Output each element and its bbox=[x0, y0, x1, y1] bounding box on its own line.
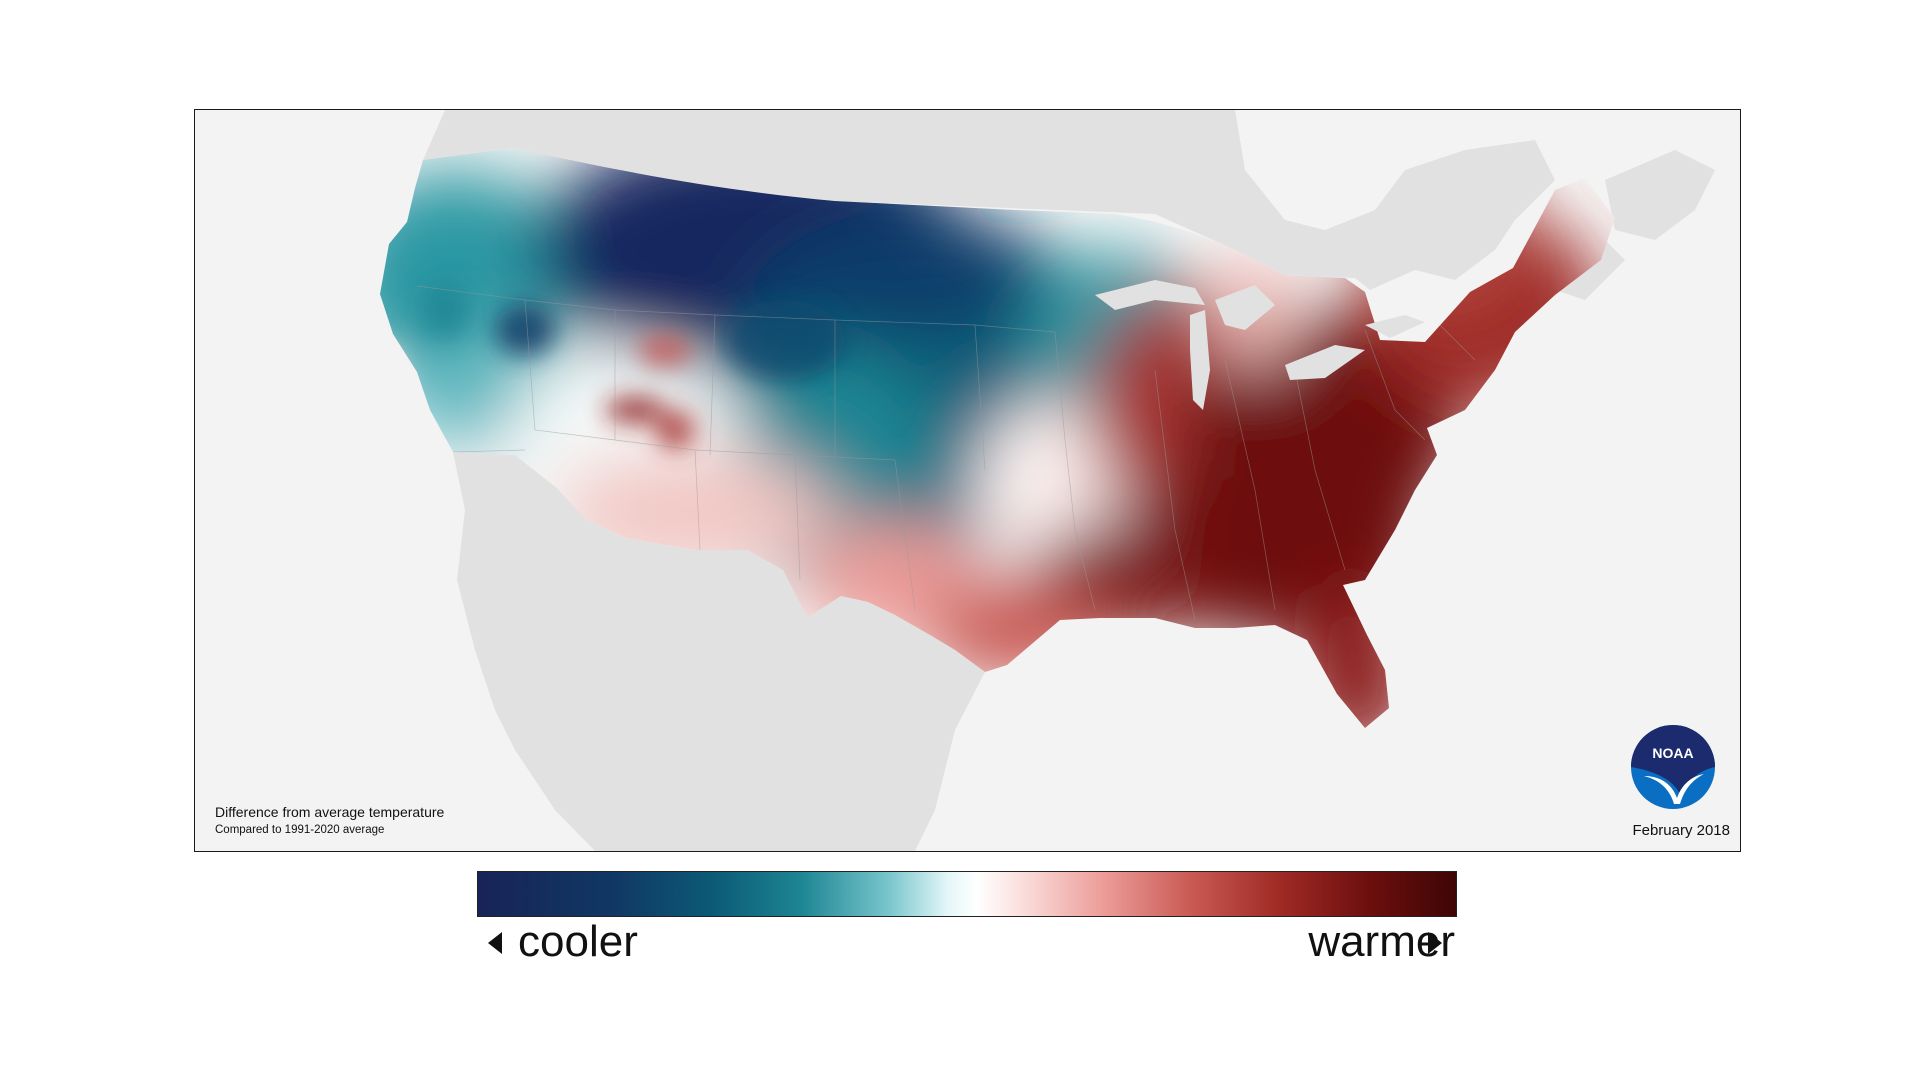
left-arrow-icon bbox=[488, 932, 502, 954]
color-scale-bar bbox=[477, 871, 1457, 917]
caption-title: Difference from average temperature bbox=[215, 804, 445, 820]
noaa-logo-text: NOAA bbox=[1652, 745, 1693, 761]
caption-subtitle: Compared to 1991-2020 average bbox=[215, 824, 385, 836]
noaa-logo-icon: NOAA bbox=[1631, 725, 1715, 809]
cooler-label: cooler bbox=[518, 917, 638, 966]
great-lakes bbox=[1095, 280, 1425, 410]
temperature-anomaly-map: Difference from average temperature Comp… bbox=[194, 109, 1741, 852]
map-canvas bbox=[380, 110, 1715, 851]
date-label: February 2018 bbox=[1632, 822, 1730, 839]
right-arrow-icon bbox=[1428, 932, 1442, 954]
surrounding-land bbox=[423, 110, 1715, 851]
